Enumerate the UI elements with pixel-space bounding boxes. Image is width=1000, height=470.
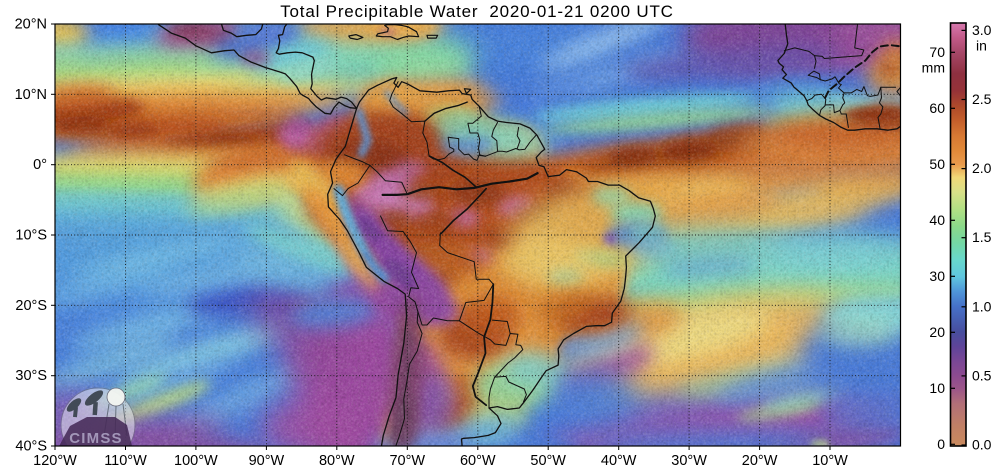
- svg-text:CIMSS: CIMSS: [69, 430, 123, 447]
- svg-text:0.5: 0.5: [972, 367, 992, 383]
- svg-text:50°W: 50°W: [530, 453, 566, 469]
- svg-text:10°W: 10°W: [812, 453, 848, 469]
- svg-text:3.0: 3.0: [972, 22, 992, 38]
- svg-text:30: 30: [929, 268, 945, 284]
- svg-text:80°W: 80°W: [319, 453, 355, 469]
- svg-text:10°S: 10°S: [15, 228, 47, 244]
- svg-text:110°W: 110°W: [104, 453, 147, 469]
- svg-text:in: in: [976, 37, 987, 53]
- svg-text:120°W: 120°W: [33, 453, 77, 469]
- svg-text:0.0: 0.0: [972, 437, 992, 453]
- svg-text:90°W: 90°W: [249, 453, 285, 469]
- svg-text:20°S: 20°S: [15, 298, 47, 314]
- svg-text:20: 20: [929, 324, 945, 340]
- svg-text:0: 0: [937, 436, 945, 452]
- svg-text:10: 10: [929, 380, 945, 396]
- svg-text:2.0: 2.0: [972, 160, 992, 176]
- svg-text:30°W: 30°W: [671, 453, 707, 469]
- svg-text:Total Precipitable Water 2020: Total Precipitable Water 2020-01-21 0200…: [280, 2, 674, 21]
- svg-text:1.5: 1.5: [972, 229, 992, 245]
- svg-text:40°S: 40°S: [15, 439, 47, 455]
- svg-text:1.0: 1.0: [972, 298, 992, 314]
- svg-text:2.5: 2.5: [972, 91, 992, 107]
- svg-text:60: 60: [929, 100, 945, 116]
- svg-text:40: 40: [929, 212, 945, 228]
- svg-text:20°N: 20°N: [15, 17, 47, 33]
- svg-text:60°W: 60°W: [460, 453, 496, 469]
- svg-text:0°: 0°: [33, 157, 47, 173]
- svg-text:70: 70: [929, 44, 945, 60]
- svg-text:mm: mm: [922, 59, 945, 75]
- svg-text:40°W: 40°W: [601, 453, 637, 469]
- svg-text:100°W: 100°W: [174, 453, 218, 469]
- svg-text:20°W: 20°W: [742, 453, 778, 469]
- svg-text:10°N: 10°N: [15, 87, 47, 103]
- svg-text:30°S: 30°S: [15, 368, 47, 384]
- svg-text:70°W: 70°W: [389, 453, 425, 469]
- svg-text:50: 50: [929, 156, 945, 172]
